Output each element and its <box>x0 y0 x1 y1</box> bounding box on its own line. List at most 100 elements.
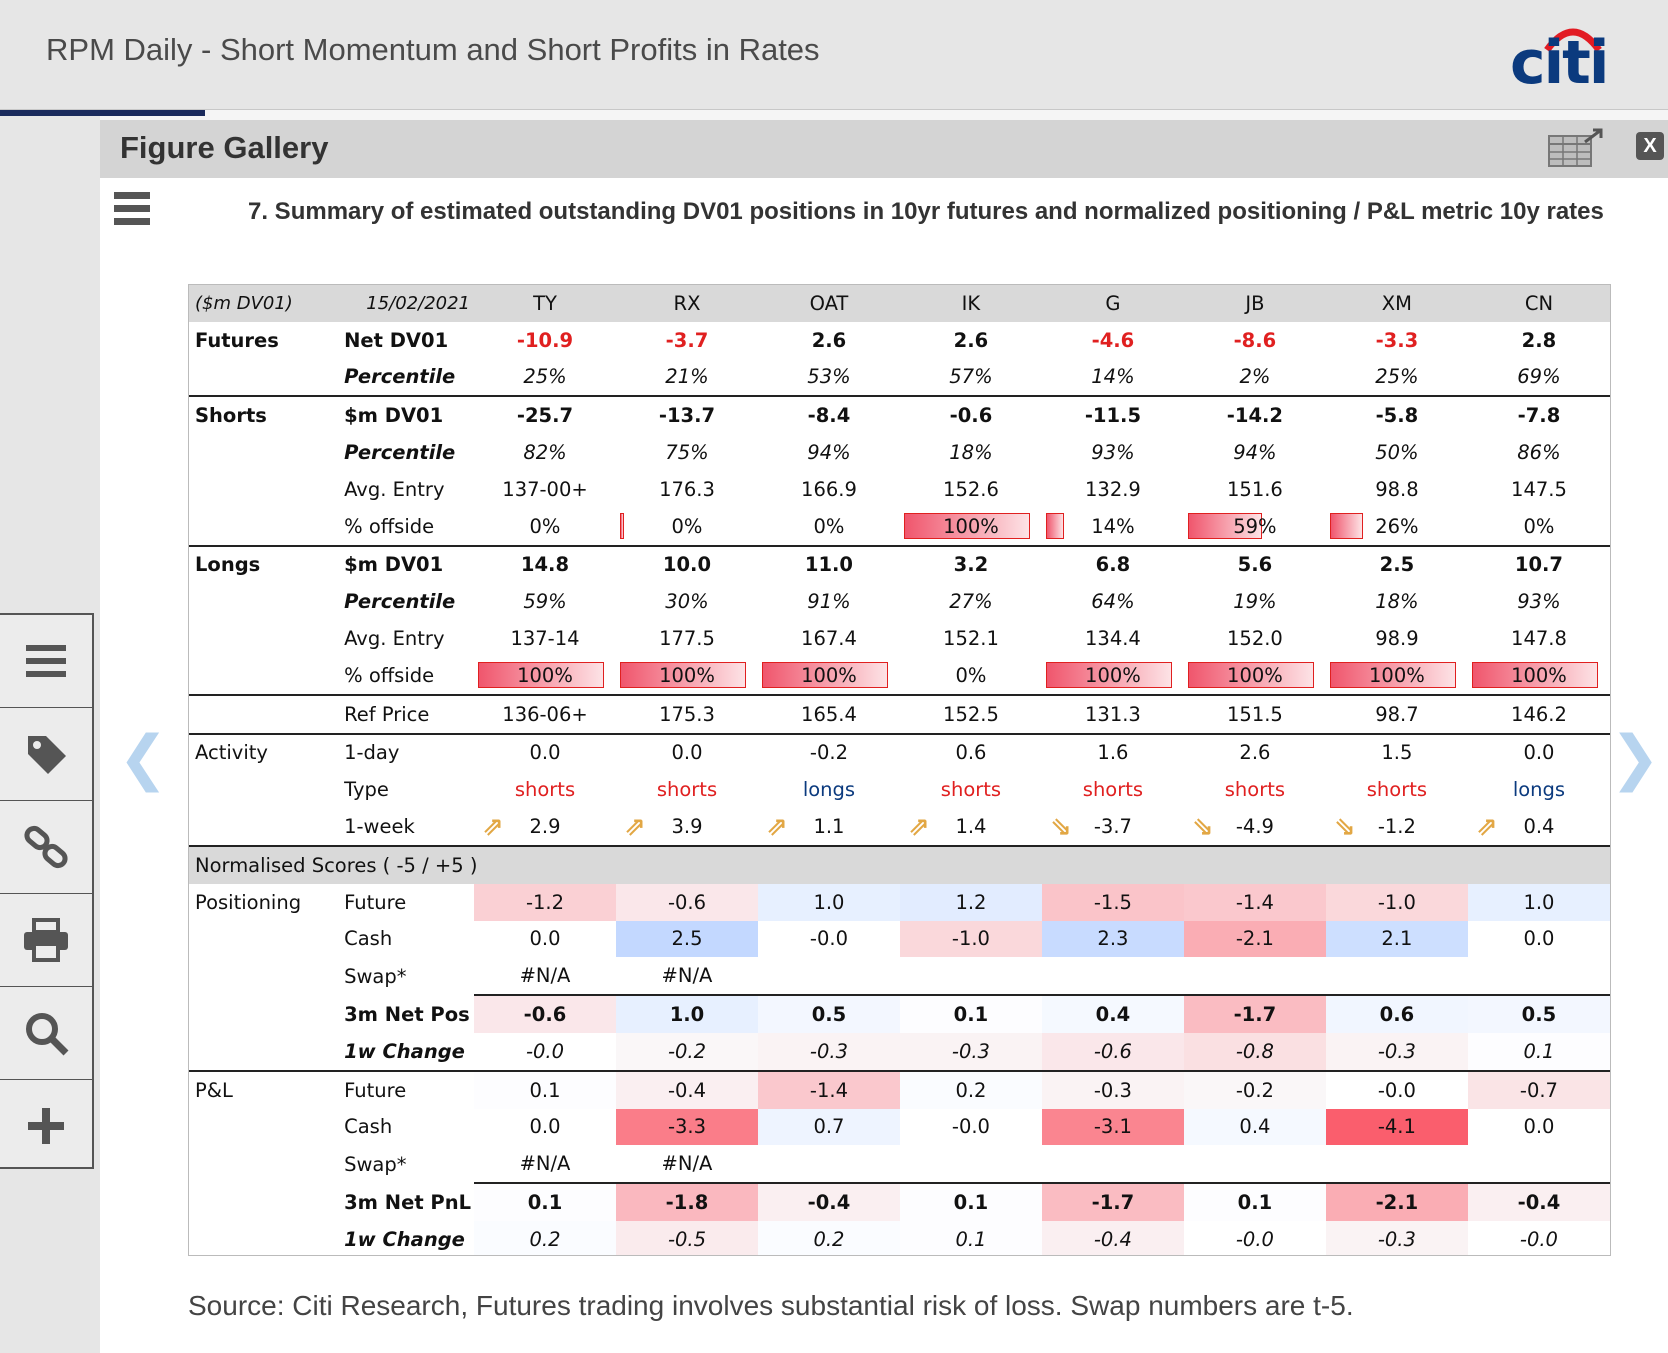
table-cell: 1.6 <box>1041 732 1184 772</box>
column-header-ty: TY <box>474 285 616 322</box>
link-tool-button[interactable] <box>0 801 92 894</box>
table-cell: -8.6 <box>1233 328 1277 352</box>
table-cell <box>1468 1145 1610 1183</box>
table-cell: longs <box>1512 778 1566 802</box>
table-cell: 132.9 <box>1085 477 1141 501</box>
offside-bar <box>1329 661 1456 688</box>
table-cell: 0.1 <box>899 1220 1042 1255</box>
table-cell: 93% <box>1517 590 1561 614</box>
row-group-label <box>189 657 338 695</box>
table-cell: 134.4 <box>1085 627 1141 651</box>
table-cell: 165.4 <box>757 693 900 734</box>
table-cell: -0.6 <box>1041 1032 1184 1071</box>
link-icon <box>24 825 68 869</box>
table-cell: -0.0 <box>474 1032 616 1071</box>
table-cell: 0.0 <box>474 732 616 772</box>
table-cell: 100% <box>1326 657 1468 695</box>
table-cell: ⇗ 2.9 <box>474 808 616 846</box>
table-cell: -0.6 <box>615 883 758 921</box>
offside-bar <box>1045 661 1172 688</box>
table-cell: 0.6 <box>1325 994 1468 1033</box>
menu-tool-button[interactable] <box>0 615 92 708</box>
row-label: Net DV01 <box>344 328 449 352</box>
row-label: Percentile <box>344 365 456 389</box>
citi-logo: citi <box>1510 20 1620 98</box>
table-cell: -1.5 <box>1041 883 1184 921</box>
arrow-up-right-icon: ⇗ <box>907 812 930 843</box>
offside-bar <box>1329 512 1363 539</box>
table-row: Swap* #N/A #N/A <box>189 957 1610 995</box>
table-cell: shorts <box>514 778 576 802</box>
row-group-label <box>189 1033 338 1071</box>
row-group-label <box>189 359 338 397</box>
table-cell: 98.7 <box>1325 693 1468 734</box>
table-row: Normalised Scores ( -5 / +5 ) <box>189 844 1610 884</box>
table-cell: 10.0 <box>615 544 758 584</box>
table-cell: longs <box>802 778 856 802</box>
search-tool-button[interactable] <box>0 987 92 1080</box>
table-cell: 59% <box>1184 508 1326 546</box>
figure-menu-icon[interactable] <box>114 192 150 232</box>
row-group-label <box>189 771 338 808</box>
add-tool-button[interactable] <box>0 1080 92 1172</box>
offside-bar <box>619 512 624 539</box>
tag-icon <box>28 736 66 774</box>
offside-bar <box>619 661 746 688</box>
row-group-label <box>189 1221 338 1255</box>
table-cell: -0.0 <box>1325 1069 1468 1109</box>
table-cell <box>758 957 900 995</box>
column-header-g: G <box>1041 285 1184 322</box>
table-cell: -11.5 <box>1041 395 1184 435</box>
row-group-label: Positioning <box>195 890 302 914</box>
table-row: Activity 1-day 0.0 0.0 -0.2 0.6 1.6 2.6 1.5 0.0 <box>189 732 1610 772</box>
export-excel-icon[interactable] <box>1545 128 1605 168</box>
print-tool-button[interactable] <box>0 894 92 987</box>
row-group-label <box>189 508 338 546</box>
logo-arc-icon <box>1544 28 1602 53</box>
next-figure-arrow-icon[interactable]: ❯ <box>1610 723 1661 793</box>
table-cell: 175.3 <box>615 693 758 734</box>
table-cell: 94% <box>807 441 851 465</box>
table-cell: #N/A <box>661 1152 713 1176</box>
table-cell: -0.3 <box>1041 1069 1184 1109</box>
logo-wordmark: citi <box>1510 28 1609 98</box>
table-cell: 1.0 <box>615 994 758 1033</box>
close-button[interactable]: X <box>1636 132 1664 160</box>
table-cell: 167.4 <box>801 627 857 651</box>
table-cell: 1.0 <box>757 883 900 921</box>
table-row: Cash 0.0 -3.3 0.7 -0.0 -3.1 0.4 -4.1 0.0 <box>189 1108 1610 1146</box>
table-cell: 147.8 <box>1511 627 1567 651</box>
menu-icon <box>26 645 66 677</box>
table-cell: 137-14 <box>510 627 580 651</box>
table-cell: 2.6 <box>953 328 989 352</box>
table-cell: 177.5 <box>659 627 715 651</box>
table-cell: 0.5 <box>757 994 900 1033</box>
weekly-change-value: 1.4 <box>955 815 987 839</box>
active-tab-indicator <box>0 110 205 116</box>
table-cell: -10.9 <box>516 328 574 352</box>
weekly-change-value: 0.4 <box>1523 815 1555 839</box>
row-label: Cash <box>344 927 393 951</box>
table-cell: 151.5 <box>1183 693 1326 734</box>
arrow-up-right-icon: ⇗ <box>765 812 788 843</box>
table-cell: 1.0 <box>1467 883 1610 921</box>
offside-value: 14% <box>1091 514 1135 538</box>
table-row: Avg. Entry 137-14 177.5 167.4 152.1 134.4 152.… <box>189 620 1610 657</box>
table-cell: 0.2 <box>474 1220 616 1255</box>
table-cell: 0.0 <box>1467 732 1610 772</box>
table-cell: 0.1 <box>474 1069 616 1109</box>
row-label: 3m Net Pos <box>344 1002 470 1026</box>
table-cell: 14.8 <box>474 544 616 584</box>
table-cell: 136-06+ <box>474 693 616 734</box>
table-cell: ⇗ 1.1 <box>758 808 900 846</box>
table-cell: -0.4 <box>1041 1220 1184 1255</box>
previous-figure-arrow-icon[interactable]: ❮ <box>118 723 169 793</box>
table-cell: -0.2 <box>1183 1069 1326 1109</box>
tag-tool-button[interactable] <box>0 708 92 801</box>
table-cell: ⇘ -1.2 <box>1326 808 1468 846</box>
table-cell: -14.2 <box>1183 395 1326 435</box>
table-row: Longs $m DV01 14.8 10.0 11.0 3.2 6.8 5.6 2.5 10.7 <box>189 544 1610 584</box>
offside-value: 0% <box>1523 514 1555 538</box>
weekly-change-value: -1.2 <box>1377 815 1416 839</box>
table-cell: -0.4 <box>1467 1182 1610 1221</box>
